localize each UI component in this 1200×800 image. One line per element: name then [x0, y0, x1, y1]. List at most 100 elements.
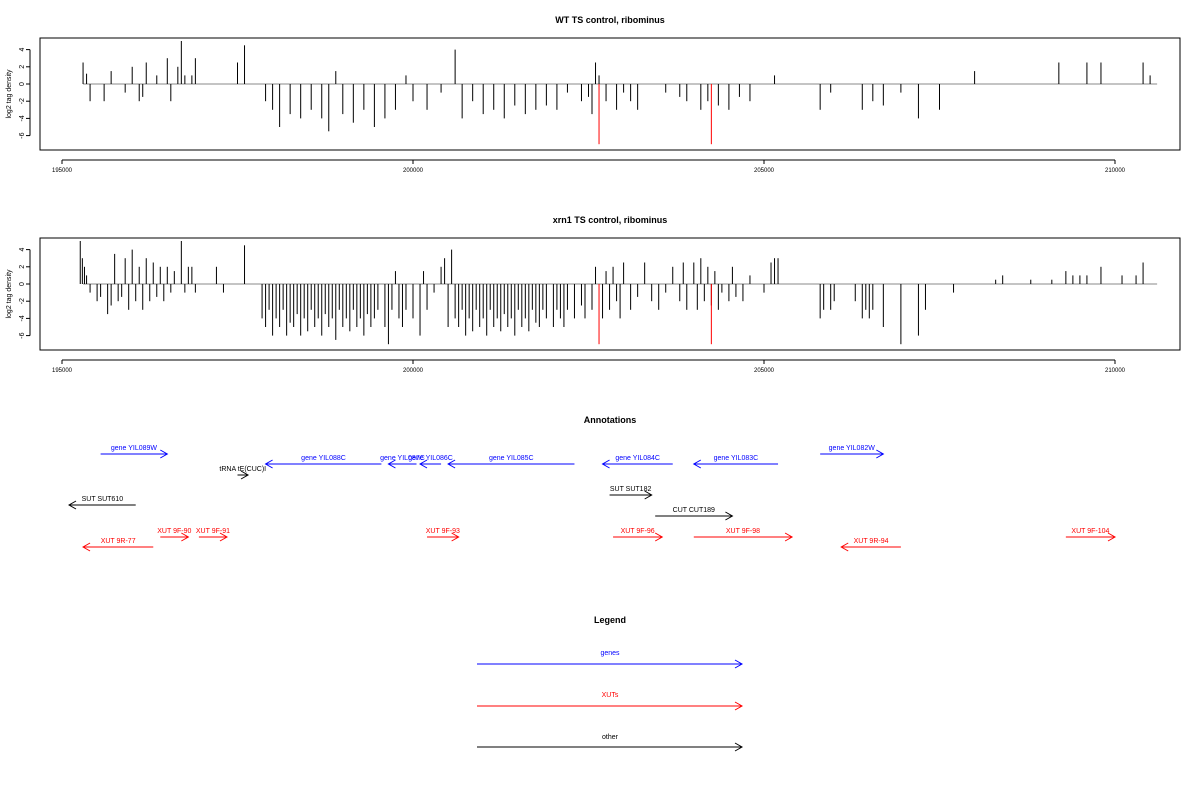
panel-xrn1: xrn1 TS control, ribominus log2 tag dens…	[6, 215, 1181, 374]
feature: XUT 9F-90	[157, 528, 191, 542]
feature: gene YIL085C	[447, 455, 575, 469]
y-axis-label: log2 tag density	[6, 269, 13, 319]
feature-label: XUT 9F-90	[157, 528, 191, 535]
legend-label: genes	[600, 650, 620, 657]
feature: XUT 9R-94	[840, 538, 901, 552]
feature-label: gene YIL083C	[714, 455, 759, 462]
arrowhead-right	[725, 511, 734, 521]
y-tick-label: -2	[19, 98, 26, 104]
feature-label: XUT 9F-96	[621, 528, 655, 535]
feature: tRNA tE(CUC)I	[219, 466, 266, 480]
arrowhead-left	[419, 459, 428, 469]
plot-frame	[39, 37, 1181, 151]
panel-wt: WT TS control, ribominus log2 tag densit…	[6, 15, 1181, 174]
feature-label: gene YIL086C	[408, 455, 453, 462]
x-ticks: 195000 200000 205000 210000	[52, 159, 1126, 174]
y-tick-label: 4	[19, 248, 26, 252]
feature: gene YIL084C	[601, 455, 673, 469]
arrowhead-left	[264, 459, 273, 469]
annotations-track: Annotations gene YIL089W gene YIL088C gene…	[68, 415, 1117, 552]
arrowhead-right	[181, 532, 190, 542]
x-ticks: 195000 200000 205000 210000	[52, 359, 1126, 374]
arrowhead-left	[601, 459, 610, 469]
legend-label: other	[602, 734, 619, 741]
legend-item-xuts: XUTs	[477, 692, 744, 711]
annotations-title: Annotations	[584, 415, 637, 425]
feature: XUT 9F-91	[196, 528, 230, 542]
panel-title: xrn1 TS control, ribominus	[553, 215, 668, 225]
arrowhead-left	[692, 459, 702, 469]
feature-label: XUT 9F-104	[1071, 528, 1109, 535]
y-tick-label: -4	[19, 315, 26, 321]
legend-arrowhead	[734, 659, 744, 669]
feature: gene YIL088C	[264, 455, 382, 469]
y-tick-label: 0	[19, 282, 26, 286]
feature: gene YIL083C	[692, 455, 779, 469]
y-tick-label: 2	[19, 65, 26, 69]
arrowhead-right	[876, 449, 885, 459]
feature-label: gene YIL087C	[380, 455, 425, 462]
arrowhead-right	[240, 470, 250, 480]
legend: Legend genes XUTs other	[477, 615, 744, 752]
feature: XUT 9R-77	[82, 538, 154, 552]
legend-label: XUTs	[602, 692, 619, 699]
feature: SUT SUT182	[609, 486, 653, 500]
legend-arrowhead	[734, 701, 744, 711]
feature: XUT 9F-98	[693, 528, 794, 542]
arrowhead-right	[451, 532, 460, 542]
arrowhead-left	[387, 459, 396, 469]
feature: CUT CUT189	[655, 507, 734, 521]
feature: XUT 9F-96	[613, 528, 664, 542]
x-tick-label: 200000	[403, 368, 424, 374]
feature-label: tRNA tE(CUC)I	[219, 466, 266, 473]
feature: gene YIL086C	[408, 455, 453, 469]
y-axis-label: log2 tag density	[6, 69, 13, 119]
arrowhead-right	[654, 532, 664, 542]
panel-title: WT TS control, ribominus	[555, 15, 665, 25]
feature-label: XUT 9F-91	[196, 528, 230, 535]
feature-label: gene YIL089W	[111, 445, 158, 452]
arrowhead-left	[447, 459, 456, 469]
y-ticks: 4 2 0 -2 -4 -6	[19, 248, 31, 339]
arrowhead-right	[1107, 532, 1117, 542]
arrowhead-right	[644, 490, 653, 500]
legend-item-genes: genes	[477, 650, 744, 669]
feature-label: gene YIL085C	[489, 455, 534, 462]
arrowhead-right	[784, 532, 794, 542]
arrowhead-left	[82, 542, 91, 552]
feature-label: CUT CUT189	[673, 507, 715, 514]
legend-arrowhead	[734, 742, 744, 752]
arrowhead-left	[840, 542, 849, 552]
arrowhead-right	[160, 449, 169, 459]
plot-frame	[39, 237, 1181, 351]
feature-label: XUT 9R-77	[101, 538, 136, 545]
data-bars	[79, 241, 1158, 345]
legend-item-other: other	[477, 734, 744, 752]
legend-title: Legend	[594, 615, 626, 625]
feature: gene YIL089W	[100, 445, 169, 459]
y-ticks: 4 2 0 -2 -4 -6	[19, 48, 31, 139]
x-tick-label: 195000	[52, 368, 73, 374]
feature-label: XUT 9F-93	[426, 528, 460, 535]
feature-label: SUT SUT182	[610, 486, 652, 493]
feature-label: XUT 9R-94	[854, 538, 889, 545]
y-tick-label: 2	[19, 265, 26, 269]
y-tick-label: -4	[19, 115, 26, 121]
feature: XUT 9F-104	[1065, 528, 1117, 542]
feature: gene YIL082W	[820, 445, 885, 459]
x-tick-label: 210000	[1105, 368, 1126, 374]
y-tick-label: 4	[19, 48, 26, 52]
feature: SUT SUT610	[68, 496, 136, 510]
x-tick-label: 195000	[52, 168, 73, 174]
y-tick-label: -2	[19, 298, 26, 304]
x-tick-label: 205000	[754, 168, 775, 174]
feature: gene YIL087C	[380, 455, 425, 469]
feature-label: gene YIL084C	[615, 455, 660, 462]
x-tick-label: 210000	[1105, 168, 1126, 174]
feature-label: XUT 9F-98	[726, 528, 760, 535]
data-bars	[82, 41, 1158, 145]
y-tick-label: 0	[19, 82, 26, 86]
feature-label: SUT SUT610	[82, 496, 124, 503]
